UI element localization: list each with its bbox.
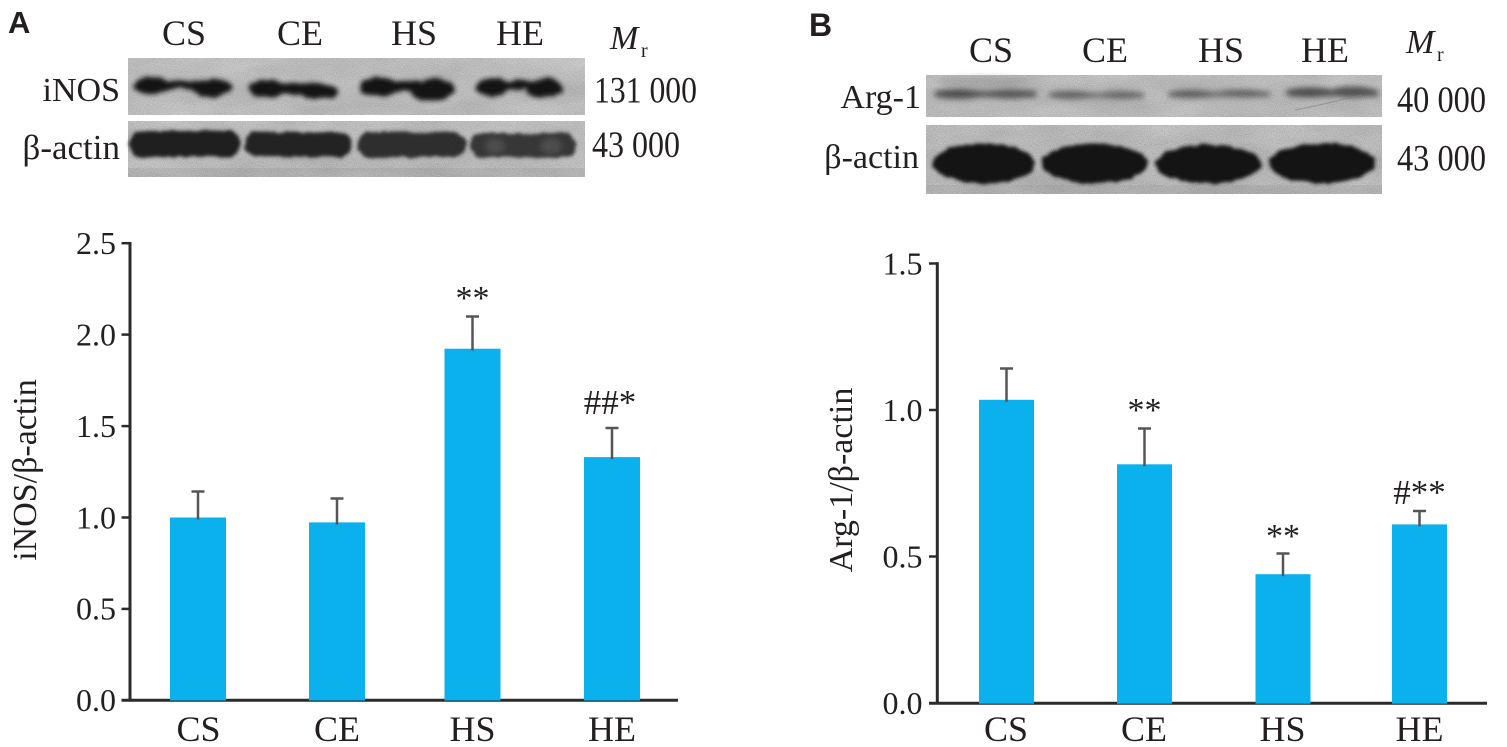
svg-text:r: r: [1437, 44, 1444, 66]
svg-text:**: **: [1266, 518, 1300, 555]
svg-text:HS: HS: [449, 709, 495, 747]
svg-text:#**: #**: [1393, 473, 1446, 512]
svg-text:131 000: 131 000: [594, 71, 697, 112]
svg-text:HS: HS: [1259, 709, 1305, 747]
svg-text:0.0: 0.0: [883, 685, 923, 721]
svg-text:**: **: [1128, 392, 1162, 429]
svg-text:HS: HS: [391, 13, 437, 53]
svg-text:HS: HS: [1198, 30, 1244, 70]
svg-text:CE: CE: [1082, 30, 1128, 70]
svg-text:HE: HE: [588, 709, 636, 747]
svg-text:**: **: [456, 280, 490, 317]
svg-text:CS: CS: [176, 709, 220, 747]
svg-text:M: M: [1405, 24, 1436, 61]
svg-text:HE: HE: [1301, 30, 1349, 70]
svg-text:1.0: 1.0: [76, 499, 116, 535]
svg-text:1.5: 1.5: [76, 408, 116, 444]
svg-text:43 000: 43 000: [592, 125, 680, 166]
svg-text:1.0: 1.0: [883, 392, 923, 428]
svg-text:CS: CS: [162, 13, 206, 53]
svg-text:iNOS/β-actin: iNOS/β-actin: [7, 379, 44, 561]
svg-text:0.0: 0.0: [76, 682, 116, 718]
svg-text:##*: ##*: [584, 383, 637, 422]
svg-text:0.5: 0.5: [76, 591, 116, 627]
svg-text:CE: CE: [1121, 709, 1167, 747]
svg-text:1.5: 1.5: [883, 245, 923, 281]
svg-text:HE: HE: [1396, 709, 1444, 747]
svg-text:CS: CS: [984, 709, 1028, 747]
svg-text:43 000: 43 000: [1397, 139, 1486, 180]
svg-text:B: B: [809, 7, 832, 43]
svg-text:2.5: 2.5: [76, 225, 116, 261]
svg-text:A: A: [8, 5, 30, 40]
svg-text:β-actin: β-actin: [23, 128, 120, 167]
svg-text:CE: CE: [314, 709, 360, 747]
svg-text:CE: CE: [277, 13, 323, 53]
svg-text:M: M: [609, 20, 640, 57]
svg-text:r: r: [641, 40, 648, 62]
svg-text:2.0: 2.0: [76, 316, 116, 352]
svg-text:β-actin: β-actin: [824, 139, 919, 176]
svg-text:HE: HE: [496, 13, 544, 53]
svg-text:CS: CS: [969, 30, 1013, 70]
svg-text:40 000: 40 000: [1397, 80, 1486, 121]
svg-text:Arg-1/β-actin: Arg-1/β-actin: [823, 388, 860, 573]
svg-text:Arg-1: Arg-1: [840, 79, 921, 116]
svg-text:0.5: 0.5: [883, 538, 923, 574]
svg-text:iNOS: iNOS: [43, 72, 120, 109]
